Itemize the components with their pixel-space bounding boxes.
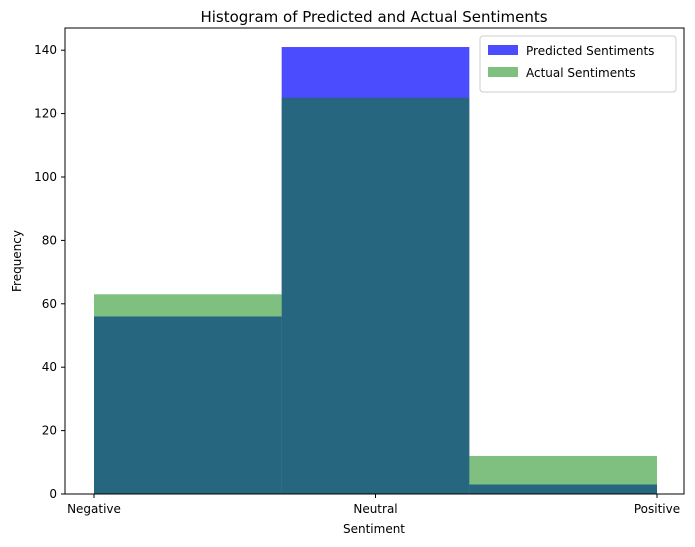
bar-actual-neutral <box>281 97 470 495</box>
y-tick-label: 20 <box>42 424 57 438</box>
chart-title: Histogram of Predicted and Actual Sentim… <box>200 8 547 26</box>
legend: Predicted Sentiments Actual Sentiments <box>479 35 677 93</box>
legend-label-actual: Actual Sentiments <box>526 66 636 80</box>
y-tick-label: 120 <box>34 107 57 121</box>
legend-swatch-actual <box>488 67 518 77</box>
y-tick-label: 40 <box>42 360 57 374</box>
bar-actual-positive <box>469 455 657 494</box>
x-tick-label-neutral: Neutral <box>353 502 397 516</box>
y-tick-label: 140 <box>34 43 57 57</box>
plot-frame <box>64 27 685 495</box>
y-tick-label: 60 <box>42 297 57 311</box>
legend-box <box>479 35 677 93</box>
x-axis: Negative Neutral Positive <box>67 494 680 516</box>
x-axis-label: Sentiment <box>343 522 405 536</box>
legend-label-predicted: Predicted Sentiments <box>526 44 654 58</box>
y-tick-label: 0 <box>49 487 57 501</box>
x-tick-label-negative: Negative <box>67 502 121 516</box>
legend-swatch-predicted <box>488 45 518 55</box>
plot-area <box>94 47 657 495</box>
y-tick-label: 80 <box>42 233 57 247</box>
y-tick-label: 100 <box>34 170 57 184</box>
x-tick-label-positive: Positive <box>634 502 680 516</box>
y-axis: 0 20 40 60 80 100 120 140 <box>34 43 65 501</box>
y-axis-label: Frequency <box>10 230 24 292</box>
bar-actual-negative <box>94 294 282 494</box>
